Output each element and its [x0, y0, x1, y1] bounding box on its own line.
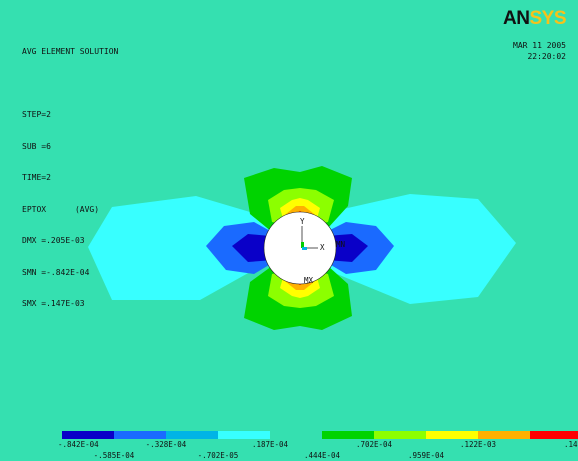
max-marker-label: MX — [304, 276, 314, 285]
legend-label-top-1: -.328E-04 — [146, 440, 187, 449]
logo-part-2: SYS — [529, 8, 566, 29]
legend-swatch-8 — [478, 431, 530, 439]
datetime-block: MAR 11 2005 22:20:02 — [513, 40, 566, 62]
contour-band-navy-left — [232, 234, 274, 262]
triad-y-label: Y — [300, 217, 305, 226]
plot-title: AVG ELEMENT SOLUTION — [22, 47, 119, 56]
substep-value: SUB =6 — [22, 141, 51, 151]
dmx-value: DMX =.205E-03 — [22, 236, 85, 245]
legend-label-bottom-2: .444E-04 — [304, 451, 341, 460]
triad-x-label: X — [320, 243, 325, 252]
legend-swatch-4 — [270, 431, 322, 439]
legend-label-top-3: .702E-04 — [356, 440, 393, 449]
legend-label-bottom-0: -.585E-04 — [94, 451, 135, 460]
legend-swatch-7 — [426, 431, 478, 439]
plot-date: MAR 11 2005 — [513, 41, 566, 50]
plot-info-block: AVG ELEMENT SOLUTION STEP=2 SUB =6 TIME=… — [22, 26, 118, 331]
legend-swatch-6 — [374, 431, 426, 439]
time-value: TIME=2 — [22, 173, 51, 182]
hole — [263, 211, 337, 285]
min-marker-label: MN — [336, 240, 345, 249]
ansys-logo: ANSYS — [503, 8, 566, 30]
legend-swatch-1 — [114, 431, 166, 439]
legend-label-top-4: .122E-03 — [460, 440, 496, 449]
legend-label-bottom-1: -.702E-05 — [198, 451, 239, 460]
step-value: STEP=2 — [22, 110, 51, 119]
legend-label-top-5: .147E-03 — [564, 440, 578, 449]
legend-swatch-9 — [530, 431, 578, 439]
legend-swatch-3 — [218, 431, 270, 439]
plot-time: 22:20:02 — [527, 52, 566, 61]
legend-label-top-2: .187E-04 — [252, 440, 289, 449]
legend-label-bottom-3: .959E-04 — [408, 451, 445, 460]
logo-part-1: AN — [503, 8, 530, 29]
contour-band-navy-right — [326, 234, 368, 262]
smx-value: SMX =.147E-03 — [22, 299, 85, 308]
legend-swatch-0 — [62, 431, 114, 439]
legend-label-top-0: -.842E-04 — [58, 440, 99, 449]
legend-swatch-5 — [322, 431, 374, 439]
result-item: EPTOX (AVG) — [22, 204, 100, 214]
legend-swatch-2 — [166, 431, 218, 439]
coordinate-triad: Y X — [300, 217, 325, 252]
smn-value: SMN =-.842E-04 — [22, 267, 90, 277]
